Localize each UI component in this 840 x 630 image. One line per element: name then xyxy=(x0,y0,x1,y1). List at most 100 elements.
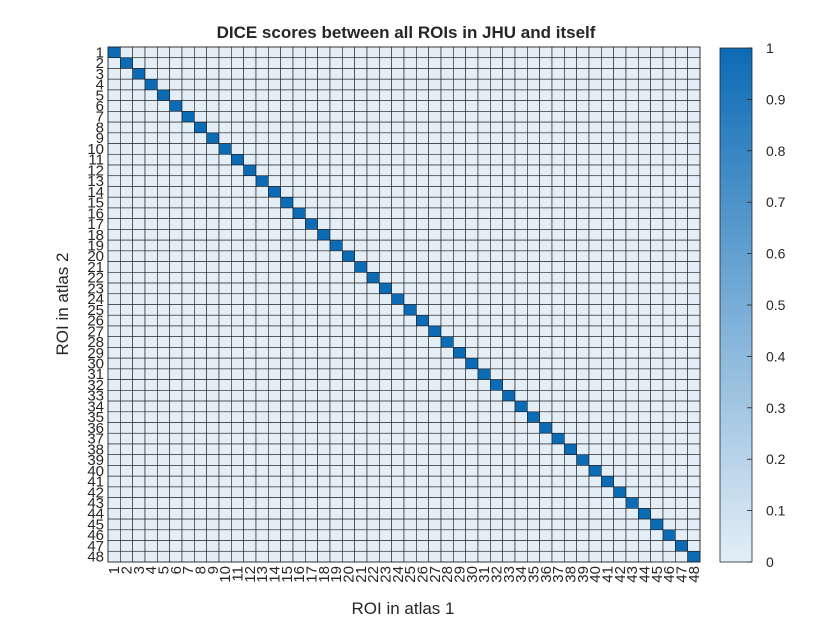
heatmap-cell xyxy=(428,272,442,284)
heatmap-cell xyxy=(514,325,528,337)
heatmap-cell xyxy=(268,89,281,101)
heatmap-cell xyxy=(675,336,688,348)
heatmap-cell xyxy=(477,550,491,563)
y-tick-label: 25 xyxy=(87,302,104,319)
heatmap-cell xyxy=(329,357,343,370)
heatmap-cell xyxy=(428,529,442,541)
heatmap-cell xyxy=(465,229,479,241)
heatmap-cell xyxy=(502,153,516,166)
heatmap-cell xyxy=(107,293,121,305)
heatmap-cell xyxy=(687,497,701,509)
heatmap-cell xyxy=(107,368,121,380)
heatmap-cell xyxy=(514,100,528,112)
heatmap-cell xyxy=(354,497,368,509)
heatmap-cell xyxy=(107,207,121,219)
heatmap-cell xyxy=(157,207,170,219)
heatmap-cell xyxy=(675,57,688,69)
heatmap-cell xyxy=(255,196,269,209)
heatmap-cell xyxy=(342,111,355,123)
heatmap-cell xyxy=(218,379,232,391)
heatmap-cell xyxy=(675,379,688,391)
heatmap-cell xyxy=(268,336,281,348)
heatmap-cell xyxy=(206,186,220,198)
heatmap-cell xyxy=(206,293,220,305)
heatmap-cell xyxy=(539,239,553,252)
heatmap-cell xyxy=(280,121,294,134)
y-tick-label: 39 xyxy=(87,452,104,469)
heatmap-cell xyxy=(440,143,454,155)
heatmap-cell xyxy=(391,314,405,327)
heatmap-cell xyxy=(576,518,590,531)
heatmap-cell xyxy=(317,379,331,391)
heatmap-cell xyxy=(132,111,146,123)
heatmap-cell xyxy=(391,143,405,155)
heatmap-cell xyxy=(527,272,540,284)
heatmap-cell xyxy=(231,411,244,423)
heatmap-cell xyxy=(428,465,442,477)
heatmap-cell xyxy=(194,443,207,456)
heatmap-cell xyxy=(527,465,540,477)
heatmap-cell xyxy=(465,368,479,380)
heatmap-cell xyxy=(477,422,491,434)
heatmap-cell xyxy=(342,357,355,370)
heatmap-cell xyxy=(292,390,306,402)
heatmap-cell xyxy=(502,518,516,531)
heatmap-cell xyxy=(477,57,491,69)
heatmap-cell xyxy=(317,100,331,112)
heatmap-cell xyxy=(564,336,577,348)
heatmap-cell xyxy=(280,411,294,423)
heatmap-cell xyxy=(280,368,294,380)
heatmap-cell xyxy=(490,465,503,477)
heatmap-cell xyxy=(675,486,688,498)
heatmap-cell xyxy=(564,229,577,241)
heatmap-cell xyxy=(366,153,380,166)
heatmap-cell xyxy=(539,261,553,273)
heatmap-cell xyxy=(588,540,602,552)
heatmap-cell xyxy=(675,347,688,359)
heatmap-cell xyxy=(243,508,257,520)
heatmap-cell xyxy=(169,186,183,198)
heatmap-cell xyxy=(391,218,405,230)
heatmap-cell xyxy=(502,550,516,563)
heatmap-cell xyxy=(354,250,368,262)
heatmap-cell xyxy=(231,164,244,177)
heatmap-cell xyxy=(675,78,688,91)
heatmap-cell xyxy=(601,529,614,541)
y-tick-label: 44 xyxy=(87,506,104,523)
heatmap-cell xyxy=(453,475,466,488)
heatmap-cell xyxy=(342,282,355,295)
heatmap-cell xyxy=(551,347,565,359)
heatmap-cell xyxy=(181,422,195,434)
heatmap-cell xyxy=(502,368,516,380)
heatmap-cell xyxy=(601,411,614,423)
heatmap-cell xyxy=(625,111,639,123)
heatmap-cell xyxy=(687,443,701,456)
y-tick-label: 43 xyxy=(87,495,104,512)
heatmap-cell xyxy=(354,46,368,59)
heatmap-cell xyxy=(527,164,540,177)
heatmap-cell xyxy=(416,486,429,498)
heatmap-cell xyxy=(527,390,540,402)
heatmap-cell xyxy=(194,68,207,80)
heatmap-cell xyxy=(181,518,195,531)
heatmap-cell xyxy=(329,143,343,155)
heatmap-cell xyxy=(564,518,577,531)
heatmap-cell xyxy=(243,497,257,509)
heatmap-cell xyxy=(391,164,405,177)
heatmap-cell xyxy=(416,518,429,531)
heatmap-cell xyxy=(391,78,405,91)
heatmap-cell xyxy=(194,293,207,305)
heatmap-cell xyxy=(490,325,503,337)
heatmap-cell xyxy=(416,100,429,112)
heatmap-cell xyxy=(305,196,318,209)
heatmap-cell xyxy=(305,121,318,134)
heatmap-cell xyxy=(317,411,331,423)
heatmap-cell xyxy=(120,272,133,284)
heatmap-cell xyxy=(490,196,503,209)
heatmap-cell xyxy=(169,411,183,423)
heatmap-cell xyxy=(169,175,183,187)
heatmap-cell xyxy=(551,304,565,316)
heatmap-cell xyxy=(403,540,417,552)
heatmap-cell xyxy=(403,46,417,59)
heatmap-cell xyxy=(169,540,183,552)
